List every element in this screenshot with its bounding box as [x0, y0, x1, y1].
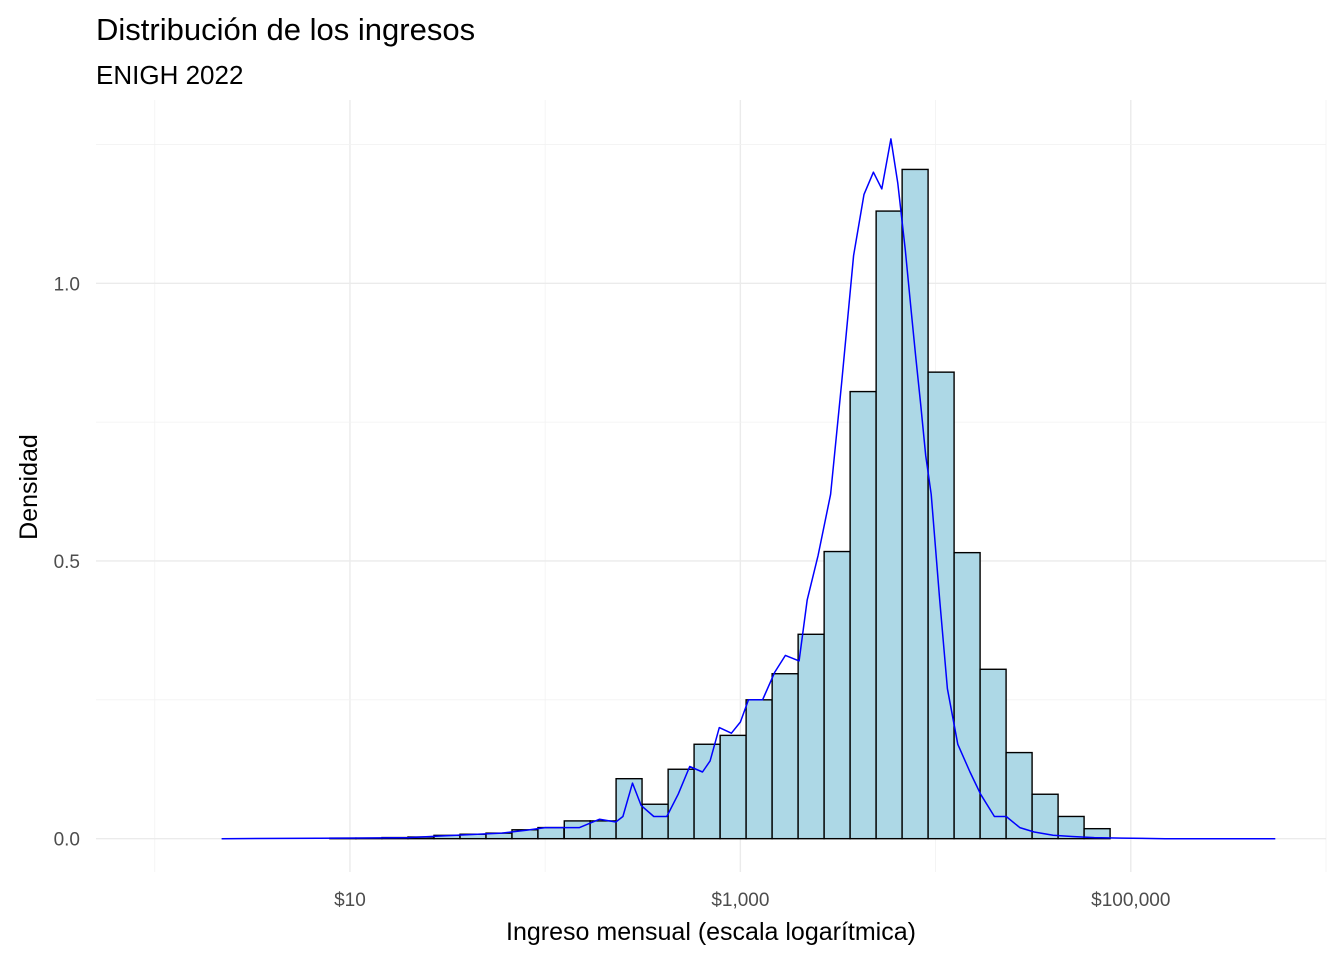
histogram-bar: [1057, 815, 1085, 840]
x-tick-label: $10: [334, 890, 366, 911]
histogram-bar: [771, 673, 799, 840]
histogram-bar: [849, 390, 877, 840]
y-tick-label: 0.0: [54, 830, 80, 851]
histogram-bar: [1005, 751, 1033, 840]
chart-title: Distribución de los ingresos: [96, 12, 475, 47]
histogram-bar: [901, 168, 929, 840]
histogram-bar: [953, 551, 981, 840]
histogram-bar: [1083, 827, 1111, 840]
x-axis-tick-labels: $10 $1,000 $100,000: [334, 890, 1170, 911]
histogram-bar: [563, 820, 591, 840]
density-curve-layer: [221, 138, 1276, 840]
histogram-bar: [745, 699, 773, 840]
y-tick-label: 0.5: [54, 552, 80, 573]
y-axis-tick-labels: 0.0 0.5 1.0: [54, 274, 80, 850]
x-tick-label: $1,000: [711, 890, 769, 911]
histogram-bars: [329, 168, 1111, 840]
histogram-bar: [667, 768, 695, 840]
histogram-bar: [615, 777, 643, 840]
histogram-bar: [979, 668, 1007, 840]
histogram-bar: [719, 734, 747, 840]
x-axis-title: Ingreso mensual (escala logarítmica): [506, 918, 916, 946]
chart-subtitle: ENIGH 2022: [96, 60, 243, 90]
histogram-bar: [797, 633, 825, 840]
histogram-bar: [589, 820, 617, 840]
y-axis-title: Densidad: [15, 434, 43, 540]
histogram-bar: [537, 826, 565, 840]
histogram-bar: [875, 210, 903, 840]
histogram-bar: [927, 371, 955, 840]
y-tick-label: 1.0: [54, 274, 80, 295]
histogram-bar: [823, 550, 851, 840]
density-curve: [221, 138, 1276, 840]
histogram-bar: [1031, 793, 1059, 840]
x-tick-label: $100,000: [1091, 890, 1170, 911]
histogram-bar: [693, 743, 721, 840]
